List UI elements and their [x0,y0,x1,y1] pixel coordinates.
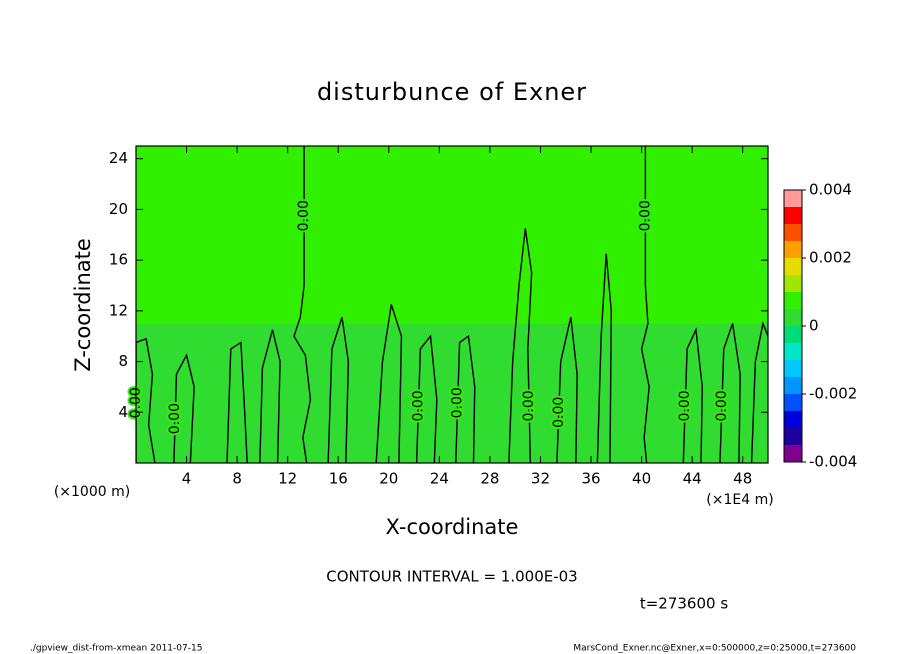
contour-line [596,253,612,463]
colorbar-band [784,326,802,343]
x-tick-label: 16 [329,470,348,488]
x-tick-label: 24 [430,470,449,488]
contour-label: 0.00 [714,390,730,421]
contour-line [327,316,350,463]
x-tick-label: 8 [232,470,242,488]
contour-label: 0.00 [296,200,312,231]
x-tick-label: 4 [182,470,192,488]
x-tick-label: 44 [683,470,702,488]
contour-label: 0.00 [677,390,693,421]
x-tick-label: 40 [632,470,651,488]
contour-label: 0.00 [637,200,653,231]
contour-line [136,337,156,463]
colorbar-band [784,241,802,258]
colorbar-band [784,343,802,360]
contour-interval: CONTOUR INTERVAL = 1.000E-03 [326,568,577,586]
colorbar-band [784,275,802,292]
contour-label: 0.00 [167,403,183,434]
colorbar-band [784,207,802,224]
contour-line [508,228,533,463]
colorbar-band [784,411,802,428]
contour-line [750,321,768,463]
contour-label: 0.00 [411,390,427,421]
contour-line [640,146,650,463]
contour-line [556,317,578,463]
footer-left: ./gpview_dist-from-xmean 2011-07-15 [30,644,202,654]
contour-line [415,334,438,463]
contour-line [375,304,403,463]
x-tick-label: 20 [379,470,398,488]
colorbar-band [784,377,802,394]
time-label: t=273600 s [640,595,728,613]
x-tick-label: 32 [531,470,550,488]
colorbar-band [784,292,802,309]
x-axis-label: X-coordinate [386,515,519,539]
contour-line [682,327,703,463]
contour-line [226,341,248,463]
y-tick-label: 24 [109,149,128,167]
colorbar-tick-label: -0.004 [809,453,857,471]
contour-line [719,323,741,463]
colorbar-band [784,258,802,275]
colorbar-band [784,428,802,445]
x-tick-label: 36 [581,470,600,488]
x-tick-label: 28 [480,470,499,488]
y-tick-label: 4 [118,403,128,421]
plot-frame [135,145,769,464]
colorbar-tick-label: 0 [809,317,819,335]
contour-line [173,353,195,463]
contour-label: 0.00 [450,387,466,418]
y-tick-label: 8 [118,352,128,370]
colorbar-tick-label: 0.004 [809,181,852,199]
x-tick-label: 48 [733,470,752,488]
contour-line [455,334,476,463]
field-cell [136,146,768,324]
y-axis-label: Z-coordinate [71,238,95,372]
contour-line [259,329,281,463]
x-tick-label: 12 [278,470,297,488]
contour-line [293,146,312,463]
colorbar-band [784,224,802,241]
x-unit-left: (×1000 m) [54,484,130,500]
x-unit-right: (×1E4 m) [706,492,773,508]
contour-label: 0.00 [521,390,537,421]
colorbar-band [784,360,802,377]
chart-title: disturbunce of Exner [317,78,587,106]
y-tick-label: 20 [109,200,128,218]
colorbar-band [784,190,802,207]
y-tick-label: 12 [109,301,128,319]
y-tick-label: 16 [109,251,128,269]
contour-label: 0.00 [551,397,567,428]
colorbar-tick-label: 0.002 [809,249,852,267]
colorbar-tick-label: -0.002 [809,385,857,403]
colorbar-band [784,445,802,462]
footer-right: MarsCond_Exner.nc@Exner,x=0:500000,z=0:2… [573,644,856,654]
colorbar-band [784,394,802,411]
colorbar-band [784,309,802,326]
